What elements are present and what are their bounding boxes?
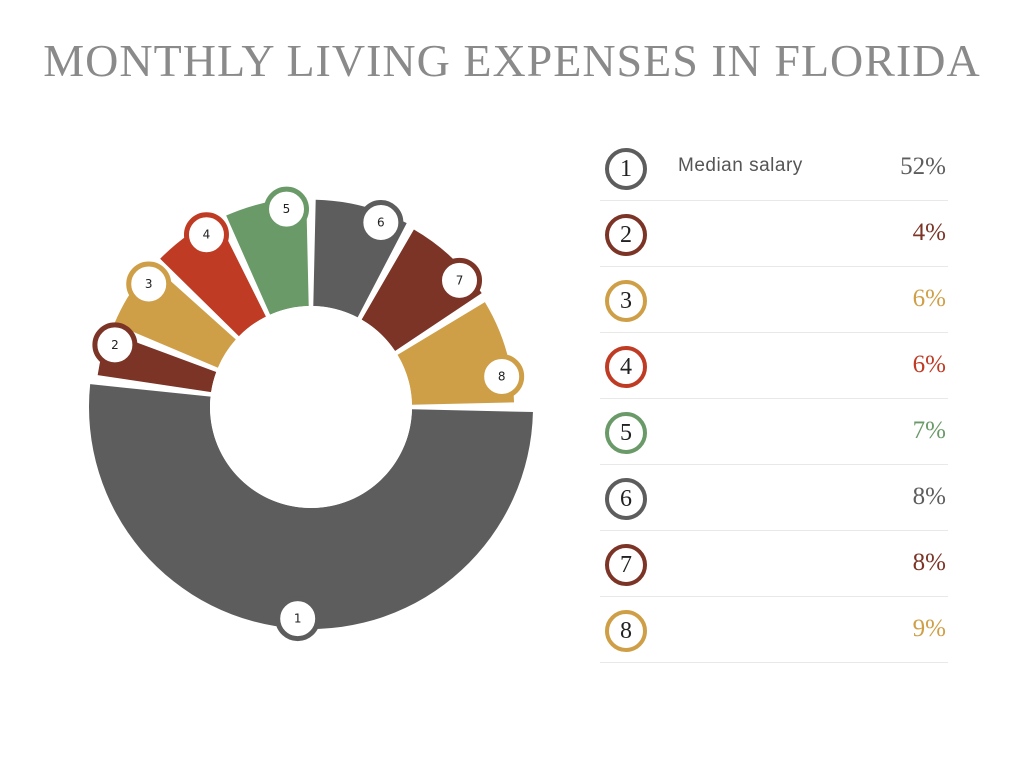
donut-hole — [210, 306, 412, 508]
slice-badge-number: 7 — [456, 273, 464, 287]
slice-badge-number: 2 — [111, 338, 119, 352]
legend-value: 7% — [912, 417, 946, 444]
slice-badge-8: 8 — [479, 354, 525, 400]
legend-value: 8% — [912, 549, 946, 576]
slice-badge-4: 4 — [183, 212, 229, 258]
legend-number-badge: 6 — [605, 478, 647, 520]
legend-value: 52% — [900, 153, 946, 180]
legend-row-1: 1 Median salary 52% — [600, 135, 948, 201]
slice-1 — [89, 384, 533, 629]
slice-badge-1: 1 — [275, 596, 321, 642]
legend-value: 8% — [912, 483, 946, 510]
slice-badge-number: 3 — [145, 277, 153, 291]
slice-badge-circle — [358, 199, 404, 245]
legend-row-5: 5 7% — [600, 399, 948, 465]
slice-badge-circle — [437, 257, 483, 303]
legend-label: Median salary — [678, 155, 803, 176]
legend-row-2: 2 4% — [600, 201, 948, 267]
legend-value: 6% — [912, 351, 946, 378]
slice-badge-circle — [126, 261, 172, 307]
slice-badge-3: 3 — [126, 261, 172, 307]
slice-4 — [160, 217, 266, 337]
slice-badge-circle — [275, 596, 321, 642]
legend-number-badge: 5 — [605, 412, 647, 454]
legend-row-8: 8 9% — [600, 597, 948, 663]
legend-number-badge: 8 — [605, 610, 647, 652]
donut-chart-svg: 1 2 3 4 5 6 7 8 — [89, 186, 533, 642]
slice-badge-number: 1 — [294, 612, 302, 626]
slice-badge-7: 7 — [437, 257, 483, 303]
legend-number-badge: 1 — [605, 148, 647, 190]
slice-badge-number: 4 — [203, 228, 211, 242]
legend-row-6: 6 8% — [600, 465, 948, 531]
slice-badge-circle — [479, 354, 525, 400]
slice-badge-5: 5 — [264, 186, 310, 232]
legend-number-badge: 3 — [605, 280, 647, 322]
legend-row-4: 4 6% — [600, 333, 948, 399]
legend-number-badge: 4 — [605, 346, 647, 388]
slice-badge-number: 5 — [283, 202, 291, 216]
slice-badge-2: 2 — [92, 322, 138, 368]
legend-value: 4% — [912, 219, 946, 246]
donut-chart: 1 2 3 4 5 6 7 8 — [60, 150, 580, 670]
legend-value: 6% — [912, 285, 946, 312]
legend-row-3: 3 6% — [600, 267, 948, 333]
chart-title: MONTHLY LIVING EXPENSES IN FLORIDA — [43, 35, 981, 86]
legend-number-badge: 7 — [605, 544, 647, 586]
legend-row-7: 7 8% — [600, 531, 948, 597]
legend-value: 9% — [912, 615, 946, 642]
slice-badge-6: 6 — [358, 199, 404, 245]
slice-badge-number: 6 — [377, 215, 385, 229]
slice-badge-number: 8 — [498, 370, 506, 384]
legend-number-badge: 2 — [605, 214, 647, 256]
slice-badge-circle — [183, 212, 229, 258]
chart-legend: 1 Median salary 52% 2 4% 3 6% 4 6% 5 7% 6 8% 7 8% 8 9% — [600, 135, 948, 663]
slice-badge-circle — [264, 186, 310, 232]
slice-badge-circle — [92, 322, 138, 368]
donut-badges: 1 2 3 4 5 6 7 8 — [92, 186, 525, 642]
